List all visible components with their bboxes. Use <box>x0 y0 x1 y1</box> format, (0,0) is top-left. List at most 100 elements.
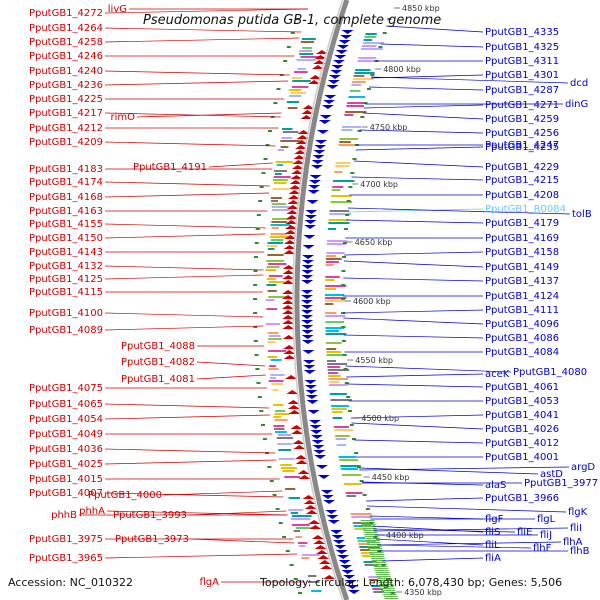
cog-segment-inner <box>328 378 349 380</box>
gene-label-pputgb1-4191: PputGB1_4191 <box>133 162 207 173</box>
forward-gene-arrow <box>287 400 300 404</box>
forward-gene-arrow <box>283 350 296 354</box>
reverse-gene-arrow <box>301 290 314 294</box>
gene-label-livg: livG <box>108 4 127 15</box>
forward-gene-arrow <box>283 240 296 244</box>
cog-segment-inner <box>339 141 351 143</box>
leader-line-forward <box>104 112 281 118</box>
gene-label-pputgb1-4143: PputGB1_4143 <box>29 247 103 258</box>
cog-segment-outer <box>273 176 291 178</box>
leader-line-forward <box>104 70 290 76</box>
ring-tick-mark <box>259 410 264 412</box>
cog-segment-outer <box>293 530 300 532</box>
gene-label-pputgb1-4082: PputGB1_4082 <box>121 357 195 368</box>
reverse-gene-arrow <box>335 550 348 554</box>
reverse-gene-arrow <box>309 425 322 429</box>
forward-gene-arrow <box>291 170 304 174</box>
gc-content-mark <box>366 542 381 543</box>
forward-gene-arrow <box>282 310 295 314</box>
ring-tick-mark <box>261 172 266 174</box>
leader-line-reverse <box>346 383 484 388</box>
ring-tick-mark <box>346 200 351 202</box>
kbp-tick-label: 4400 kbp <box>386 531 424 540</box>
forward-gene-arrow <box>282 305 294 309</box>
ring-tick-mark <box>290 32 295 34</box>
forward-gene-arrow <box>314 545 327 549</box>
cog-segment-inner <box>364 564 379 566</box>
cog-segment-inner <box>328 375 341 377</box>
ring-tick-mark <box>265 144 270 146</box>
cog-segment-outer <box>276 164 284 166</box>
gene-label-flgl: flgL <box>537 514 556 525</box>
reverse-gene-arrow <box>330 70 343 74</box>
map-title: Pseudomonas putida GB-1, complete genome <box>143 13 441 28</box>
gc-content-mark <box>371 558 386 559</box>
ring-tick-mark <box>343 368 348 370</box>
reverse-gene-arrow <box>301 265 314 269</box>
reverse-gene-arrow <box>301 300 313 304</box>
leader-line-reverse <box>369 515 484 520</box>
gene-label-pputgb1-4272: PputGB1_4272 <box>29 8 103 19</box>
ring-tick-mark <box>349 424 354 426</box>
cog-segment-inner <box>326 351 342 353</box>
reverse-gene-arrow <box>308 420 321 424</box>
gc-content-mark <box>373 566 388 567</box>
cog-segment-inner <box>361 48 383 50</box>
reverse-gene-arrow <box>338 40 351 44</box>
cog-segment-inner <box>333 426 350 428</box>
forward-gene-arrow <box>291 430 304 434</box>
reverse-gene-arrow <box>308 180 321 184</box>
leader-layer <box>79 8 571 583</box>
cog-segment-inner <box>325 264 334 266</box>
reverse-gene-arrow <box>301 340 314 344</box>
gene-label-pputgb1-4036: PputGB1_4036 <box>29 444 103 455</box>
reverse-gene-arrow <box>301 335 314 339</box>
forward-gene-arrow <box>320 565 333 569</box>
cog-segment-outer <box>273 179 288 181</box>
ring-tick-mark <box>382 32 387 34</box>
leader-line-forward <box>208 162 273 168</box>
cog-segment-outer <box>301 557 310 559</box>
reverse-gene-arrow <box>301 315 314 319</box>
cog-segment-inner <box>325 300 346 302</box>
cog-segment-inner <box>364 36 377 38</box>
cog-segment-outer <box>296 59 316 61</box>
cog-segment-outer <box>273 182 287 184</box>
leader-line-reverse <box>373 527 569 532</box>
ring-tick-mark <box>258 200 263 202</box>
gene-label-pputgb1-4061: PputGB1_4061 <box>485 382 559 393</box>
gc-content-mark <box>363 530 378 531</box>
gene-label-pputgb1-4325: PputGB1_4325 <box>485 42 559 53</box>
forward-gene-arrow <box>296 135 309 139</box>
gc-content-mark <box>374 568 389 569</box>
reverse-gene-arrow <box>303 365 316 369</box>
gene-label-flia: fliA <box>485 553 501 564</box>
leader-line-forward <box>196 374 266 380</box>
forward-gene-arrow <box>285 375 297 379</box>
leader-line-reverse <box>355 146 484 151</box>
cog-segment-inner <box>327 360 336 362</box>
gene-label-pputgb1-r0084: PputGB1_R0084 <box>485 204 566 215</box>
gene-label-pputgb1-4183: PputGB1_4183 <box>29 164 103 175</box>
ring-tick-mark <box>253 326 258 328</box>
gene-label-pputgb1-4247: PputGB1_4247 <box>485 140 559 151</box>
reverse-gene-arrow <box>307 190 320 194</box>
leader-line-forward <box>104 403 270 409</box>
cog-segment-outer <box>267 290 277 292</box>
gene-label-pputgb1-4174: PputGB1_4174 <box>29 177 103 188</box>
gene-label-argd: argD <box>571 462 595 473</box>
cog-segment-outer <box>266 284 277 286</box>
reverse-gene-arrow <box>309 175 322 179</box>
cog-segment-outer <box>288 509 304 511</box>
gc-content-mark <box>369 552 384 553</box>
gene-label-pputgb1-4075: PputGB1_4075 <box>29 383 103 394</box>
reverse-gene-arrow <box>327 80 340 84</box>
cog-segment-outer <box>297 542 308 544</box>
gene-label-pputgb1-4088: PputGB1_4088 <box>121 341 195 352</box>
cog-segment-outer <box>272 218 292 220</box>
ring-tick-mark <box>272 494 277 496</box>
reverse-gene-arrow <box>301 280 314 284</box>
cog-segment-outer <box>299 50 313 52</box>
ring-tick-mark <box>262 438 267 440</box>
reverse-gene-arrow <box>346 585 359 589</box>
